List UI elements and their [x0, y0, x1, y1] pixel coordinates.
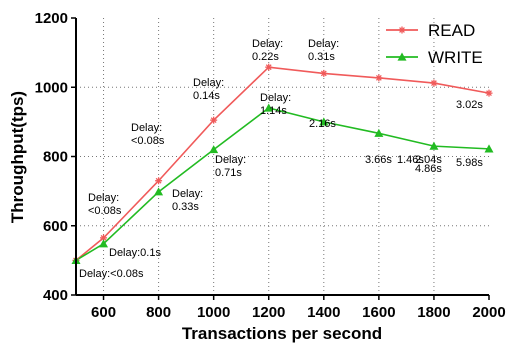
write-point — [429, 141, 439, 150]
write-point — [209, 145, 219, 154]
write-delay-label: Delay: 1.14s — [260, 92, 291, 117]
legend-label: WRITE — [428, 48, 483, 67]
read-point — [375, 74, 383, 82]
x-tick-label: 1800 — [417, 304, 450, 321]
read-point — [210, 116, 218, 124]
read-point — [265, 63, 273, 71]
read-delay-label: Delay: <0.08s — [88, 192, 122, 217]
x-axis-title: Transactions per second — [182, 324, 382, 343]
read-point — [398, 26, 406, 34]
write-point — [264, 103, 274, 112]
legend-item-read: READ — [386, 21, 475, 40]
write-delay-label: 5.98s — [456, 157, 483, 169]
write-point — [99, 239, 109, 248]
read-point — [485, 89, 493, 97]
read-delay-label: Delay: <0.08s — [131, 122, 165, 147]
legend: READ WRITE — [386, 21, 483, 67]
x-tick-label: 2000 — [472, 304, 505, 321]
write-point — [319, 117, 329, 126]
read-delay-label: Delay: 0.22s — [252, 38, 283, 63]
y-tick-label: 1000 — [35, 79, 68, 96]
x-tick-label: 600 — [91, 304, 116, 321]
read-point — [430, 79, 438, 87]
write-point — [484, 144, 494, 153]
x-tick-label: 1000 — [197, 304, 230, 321]
read-point — [155, 177, 163, 185]
write-delay-label: Delay: 0.71s — [215, 154, 246, 179]
write-point — [154, 187, 164, 196]
write-delay-label: 4.86s — [415, 163, 442, 175]
y-tick-label: 600 — [43, 218, 68, 235]
y-axis-title: Throughput(tps) — [8, 91, 27, 223]
y-tick-label: 400 — [43, 287, 68, 304]
x-tick-label: 1400 — [307, 304, 340, 321]
write-delay-label: 3.66s — [365, 154, 392, 166]
legend-label: READ — [428, 21, 475, 40]
write-delay-label: Delay: 0.33s — [172, 188, 203, 213]
read-point — [320, 69, 328, 77]
read-delay-label: 1.46s — [397, 154, 424, 166]
grid-lines — [76, 18, 489, 295]
write-delay-label: 2.16s — [309, 118, 336, 130]
x-tick-label: 800 — [146, 304, 171, 321]
write-delay-label: Delay:0.1s — [109, 247, 161, 259]
write-point — [374, 128, 384, 137]
read-delay-label: Delay: 0.14s — [193, 77, 224, 102]
read-delay-label: Delay: 0.31s — [308, 38, 339, 63]
read-delay-label: 2.04s — [415, 154, 442, 166]
x-tick-label: 1600 — [362, 304, 395, 321]
write-point — [397, 52, 407, 61]
delay-annotations: Delay: <0.08s Delay: <0.08s Delay: 0.14s Delay… — [79, 38, 483, 280]
tick-labels: 600 800 1000 1200 1400 1600 1800 2000 400 600 800 1… — [35, 10, 506, 321]
x-tick-label: 1200 — [252, 304, 285, 321]
read-delay-label: 3.02s — [456, 99, 483, 111]
legend-item-write: WRITE — [386, 48, 483, 67]
y-tick-label: 1200 — [35, 10, 68, 27]
write-delay-label: Delay:<0.08s — [79, 268, 144, 280]
y-tick-label: 800 — [43, 149, 68, 166]
